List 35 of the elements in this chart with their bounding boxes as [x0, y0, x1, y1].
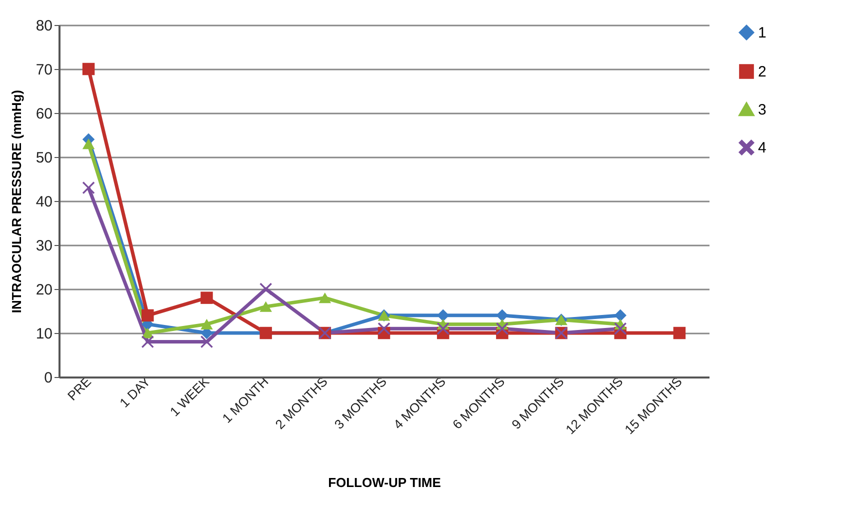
point — [378, 322, 390, 335]
y-axis-title: INTRAOCULAR PRESSURE (mmHg) — [8, 90, 24, 314]
point — [200, 336, 213, 348]
point — [82, 62, 95, 76]
y-tick-label: 20 — [36, 282, 52, 298]
y-tick-label: 70 — [36, 62, 52, 78]
legend-label: 3 — [758, 102, 766, 118]
x-axis-title: FOLLOW-UP TIME — [328, 475, 442, 490]
y-tick-label: 30 — [36, 238, 52, 254]
point — [200, 292, 213, 304]
point — [260, 282, 272, 296]
point — [142, 309, 154, 322]
point — [318, 292, 332, 304]
y-tick-label: 50 — [36, 150, 52, 166]
point — [436, 322, 450, 335]
y-tick-label: 10 — [36, 326, 52, 342]
y-tick-label: 0 — [44, 370, 52, 386]
point — [82, 138, 95, 150]
point — [614, 309, 626, 322]
x-tick-label: PRE — [64, 374, 94, 404]
point — [82, 182, 95, 194]
legend-label: 4 — [758, 140, 766, 156]
point — [200, 318, 213, 330]
y-tick-label: 80 — [36, 18, 52, 34]
y-tick-label: 60 — [36, 106, 52, 122]
legend-label: 1 — [758, 24, 766, 42]
point — [142, 336, 154, 348]
legend-label: 2 — [758, 64, 766, 80]
point — [260, 301, 272, 312]
point — [614, 322, 626, 335]
point — [496, 309, 508, 322]
point — [496, 322, 508, 335]
x-tick-label: 1 DAY — [116, 374, 154, 410]
y-tick-label: 40 — [36, 194, 52, 210]
point — [673, 326, 686, 340]
